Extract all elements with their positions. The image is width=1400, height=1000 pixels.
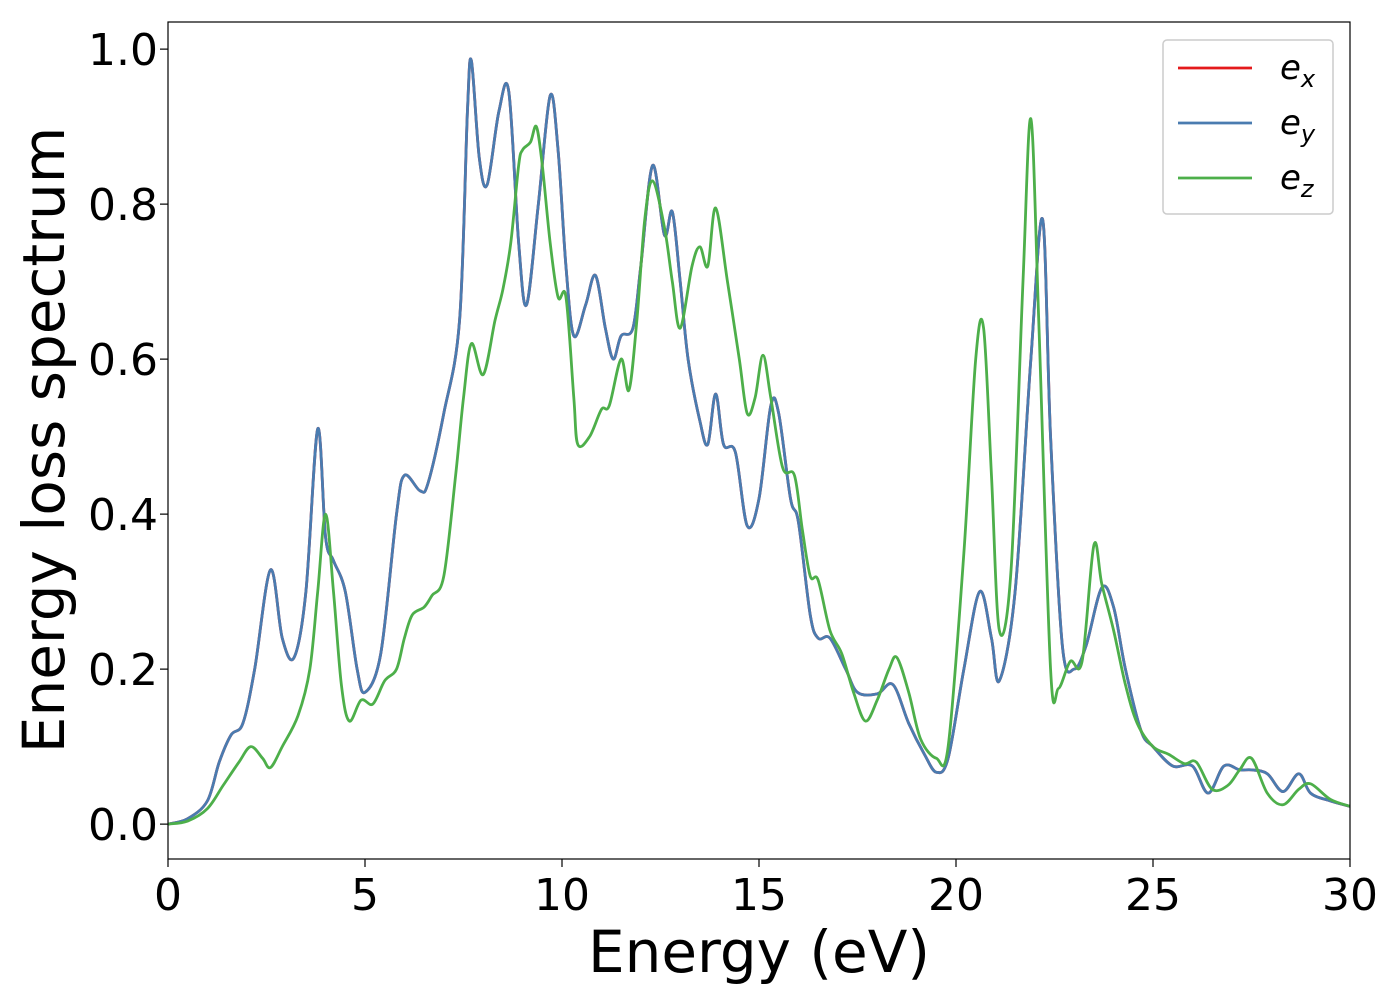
- x-axis: 0 5 10 15 20 25 30: [154, 859, 1378, 921]
- series-line-z: [167, 117, 1351, 826]
- x-tick-label: 5: [351, 870, 379, 921]
- series-line-y: [167, 57, 1351, 826]
- y-tick-label: 0.4: [88, 490, 158, 541]
- y-tick-label: 1.0: [88, 25, 158, 76]
- x-tick-label: 20: [928, 870, 984, 921]
- plot-area: [168, 22, 1350, 859]
- legend-label-subscript: x: [1300, 65, 1316, 93]
- x-tick-label: 25: [1125, 870, 1181, 921]
- x-tick-label: 10: [534, 870, 590, 921]
- x-tick-label: 0: [154, 870, 182, 921]
- series-layer: [167, 57, 1351, 826]
- y-axis: 0.0 0.2 0.4 0.6 0.8 1.0: [88, 25, 168, 851]
- y-tick-label: 0.6: [88, 335, 158, 386]
- x-axis-title: Energy (eV): [588, 918, 930, 986]
- x-tick-label: 30: [1322, 870, 1378, 921]
- legend-box: [1162, 39, 1334, 215]
- y-tick-label: 0.2: [88, 645, 158, 696]
- legend-label-subscript: y: [1300, 120, 1316, 148]
- y-tick-label: 0.8: [88, 180, 158, 231]
- legend-label-subscript: z: [1300, 175, 1315, 203]
- y-tick-label: 0.0: [88, 800, 158, 851]
- y-axis-title: Energy loss spectrum: [10, 127, 78, 753]
- x-tick-label: 15: [731, 870, 787, 921]
